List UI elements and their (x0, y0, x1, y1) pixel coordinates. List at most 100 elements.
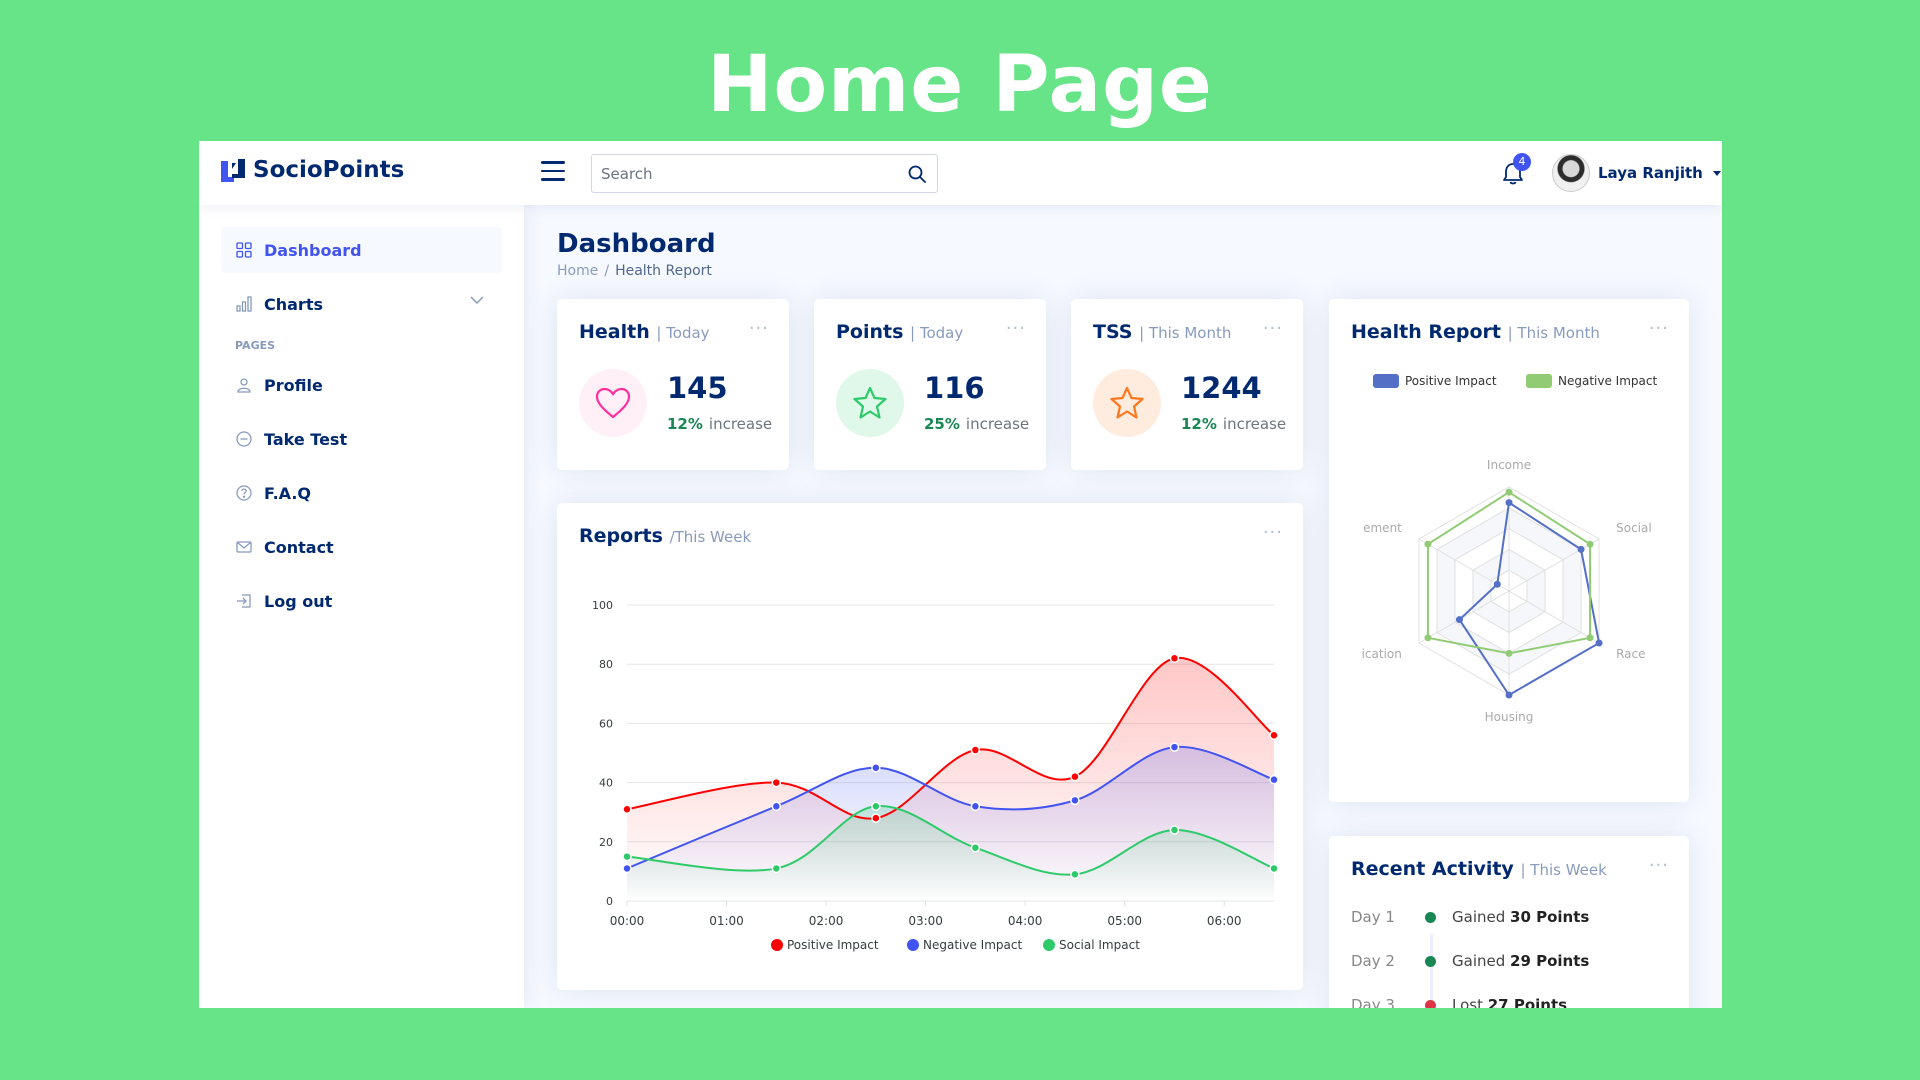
data-point (1269, 774, 1279, 785)
notifications-button[interactable]: 4 (1501, 153, 1531, 187)
card-menu-dots-icon[interactable]: ... (1262, 313, 1283, 334)
search-input[interactable] (592, 155, 897, 192)
data-point (970, 745, 981, 755)
data-point (1070, 795, 1080, 806)
sidebar-section-heading: PAGES (235, 339, 276, 352)
radar-point (1505, 649, 1513, 657)
y-tick-label: 40 (599, 777, 613, 790)
card-menu-dots-icon[interactable]: ... (1648, 313, 1669, 334)
x-tick-label: 06:00 (1207, 914, 1242, 928)
y-tick-label: 20 (599, 836, 613, 849)
radar-axis-label: Race (1616, 647, 1645, 661)
sidebar-item-label: Contact (264, 537, 334, 557)
radar-axis-label: ication (1362, 647, 1402, 661)
sidebar-item-label: F.A.Q (264, 483, 312, 503)
stat-change: 25% increase (924, 415, 1030, 433)
data-point (1070, 869, 1080, 880)
user-name: Laya Ranjith (1598, 164, 1703, 182)
radar-point (1577, 545, 1585, 553)
radar-point (1424, 634, 1432, 642)
activity-timeline-line (1430, 934, 1433, 1008)
legend-marker (1043, 939, 1055, 951)
radar-axis-label: Housing (1485, 710, 1534, 724)
search-bar (591, 154, 938, 193)
logo[interactable]: SocioPoints (219, 157, 404, 183)
sidebar-item-contact[interactable]: Contact (221, 524, 502, 570)
logo-text: SocioPoints (253, 157, 405, 183)
data-point (1269, 863, 1279, 874)
bar-chart-icon (235, 295, 253, 313)
card-menu-dots-icon[interactable]: ... (1648, 850, 1669, 871)
radar-point (1505, 691, 1513, 699)
card-menu-dots-icon[interactable]: ... (1262, 517, 1283, 538)
activity-dot-icon (1425, 999, 1436, 1008)
data-point (1269, 730, 1279, 740)
breadcrumb: Home / Health Report (557, 263, 712, 279)
caret-down-icon (1712, 170, 1721, 176)
card-menu-dots-icon[interactable]: ... (748, 313, 769, 334)
legend-label: Negative Impact (923, 938, 1022, 952)
notification-badge: 4 (1513, 153, 1531, 171)
sidebar-item-take-test[interactable]: Take Test (221, 416, 502, 462)
envelope-icon (235, 538, 253, 556)
stat-icon-circle (579, 369, 647, 437)
card-title: TSS | This Month (1093, 321, 1232, 343)
sidebar: Dashboard Charts PAGES Profile Take Test (199, 205, 524, 1008)
main-content: Dashboard Home / Health Report Health | To… (524, 205, 1722, 1008)
star-icon (853, 386, 887, 419)
radar-point (1595, 639, 1603, 647)
legend-marker (771, 939, 783, 951)
health-report-card: Health Report | This Month ... Income Soc… (1329, 299, 1689, 802)
recent-activity-card: Recent Activity | This Week ... Day 1 Ga… (1329, 836, 1689, 1008)
legend-label: Negative Impact (1558, 374, 1657, 388)
sidebar-item-profile[interactable]: Profile (221, 362, 502, 408)
radar-point (1586, 540, 1594, 548)
data-point (970, 801, 981, 812)
reports-line-chart: 0 20 40 60 80 100 00:00 01:00 02:00 03:00 04:00 05:… (592, 599, 1279, 952)
user-profile-dropdown[interactable]: Laya Ranjith (1552, 154, 1721, 192)
legend-label: Positive Impact (1405, 374, 1497, 388)
app-window: SocioPoints 4 Laya Ranjith (199, 141, 1722, 1008)
data-point (622, 804, 632, 814)
star-icon (1110, 386, 1144, 419)
sidebar-item-dashboard[interactable]: Dashboard (221, 227, 502, 273)
data-point (1169, 653, 1180, 664)
radar-point (1586, 634, 1594, 642)
legend-marker (1373, 374, 1399, 388)
activity-dot-icon (1425, 955, 1436, 967)
box-arrow-in-right-icon (235, 592, 253, 610)
card-title: Recent Activity | This Week (1351, 858, 1607, 880)
data-point (970, 842, 981, 853)
x-tick-label: 04:00 (1008, 914, 1043, 928)
data-point (771, 863, 782, 874)
radar-axis-label: Social (1616, 521, 1652, 535)
sidebar-item-charts[interactable]: Charts (221, 281, 502, 327)
y-tick-label: 100 (592, 599, 613, 612)
x-tick-label: 05:00 (1107, 914, 1142, 928)
person-icon (235, 376, 253, 394)
card-menu-dots-icon[interactable]: ... (1005, 313, 1026, 334)
legend-label: Positive Impact (787, 938, 879, 952)
menu-toggle-icon[interactable] (541, 161, 565, 181)
search-button[interactable] (897, 156, 937, 192)
stat-value: 145 (667, 371, 728, 405)
data-point (871, 813, 881, 823)
chevron-down-icon (470, 296, 484, 305)
stat-icon-circle (1093, 369, 1161, 437)
legend-marker (907, 939, 919, 951)
y-tick-label: 0 (606, 895, 613, 908)
activity-dot-icon (1425, 911, 1436, 923)
dash-circle-icon (235, 430, 253, 448)
radar-point (1424, 540, 1432, 548)
page-title: Dashboard (557, 229, 716, 259)
breadcrumb-current: Health Report (615, 263, 712, 279)
card-title: Reports /This Week (579, 525, 752, 547)
sidebar-item-logout[interactable]: Log out (221, 578, 502, 624)
grid-icon (235, 241, 253, 259)
sidebar-item-faq[interactable]: F.A.Q (221, 470, 502, 516)
x-tick-label: 02:00 (809, 914, 844, 928)
sidebar-item-label: Charts (264, 294, 323, 314)
radar-spoke (1418, 590, 1510, 644)
breadcrumb-home-link[interactable]: Home (557, 263, 599, 279)
sidebar-item-label: Dashboard (264, 240, 362, 260)
